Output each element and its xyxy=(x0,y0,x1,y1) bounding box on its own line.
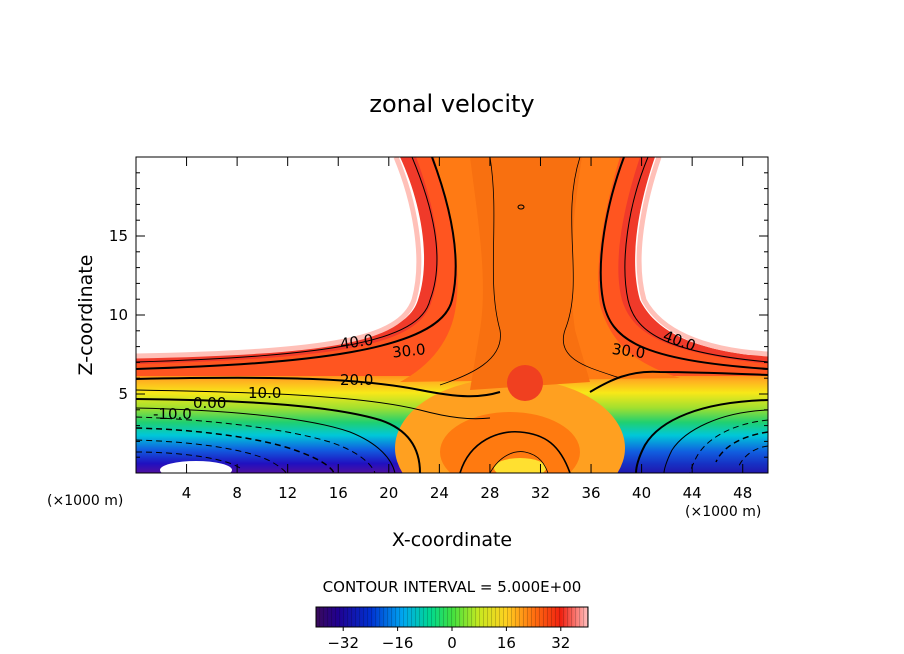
chart-title: zonal velocity xyxy=(369,90,534,118)
colorbar-ticks: −32 −16 0 16 32 xyxy=(327,627,570,652)
x-tick-label: 32 xyxy=(531,484,550,502)
x-unit-note-right: (×1000 m) xyxy=(685,504,761,520)
x-tick-label: 12 xyxy=(278,484,297,502)
x-unit-note-left: (×1000 m) xyxy=(47,493,123,509)
contour-label-40-left: 40.0 xyxy=(339,331,375,353)
contour-label-20: 20.0 xyxy=(340,371,373,389)
contour-label-30-left: 30.0 xyxy=(391,340,426,361)
colorbar-stripes xyxy=(316,607,588,627)
x-tick-label: 16 xyxy=(329,484,348,502)
x-axis-label: X-coordinate xyxy=(392,529,512,551)
left-minimum-blob xyxy=(160,461,232,473)
x-tick-label: 36 xyxy=(581,484,600,502)
colorbar-tick-label: 32 xyxy=(551,634,570,652)
x-axis-ticks: 4 8 12 16 20 24 28 32 36 40 44 48 xyxy=(182,157,752,502)
x-tick-label: 48 xyxy=(733,484,752,502)
colorbar-tick-label: −32 xyxy=(327,634,359,652)
x-tick-label: 40 xyxy=(632,484,651,502)
contour-field: 40.0 30.0 20.0 10.0 0.00 -10.0 40.0 30.0 xyxy=(136,157,768,473)
y-axis-ticks: 5 10 15 xyxy=(109,172,768,458)
colorbar-tick-label: 16 xyxy=(497,634,516,652)
jet-left-edge xyxy=(136,157,422,359)
jet-right-edge xyxy=(636,157,768,357)
x-tick-label: 44 xyxy=(683,484,702,502)
contour-lines xyxy=(136,157,768,473)
jet-hotspot xyxy=(507,365,543,401)
x-tick-label: 8 xyxy=(232,484,242,502)
contour-label-30-right: 30.0 xyxy=(611,340,647,362)
y-tick-label: 10 xyxy=(109,306,128,324)
center-core xyxy=(440,412,580,473)
x-tick-label: 20 xyxy=(379,484,398,502)
x-tick-label: 4 xyxy=(182,484,192,502)
center-bottom-yellow xyxy=(494,458,546,473)
y-tick-label: 15 xyxy=(109,227,128,245)
colorbar-tick-label: 0 xyxy=(447,634,457,652)
contour-labels: 40.0 30.0 20.0 10.0 0.00 -10.0 40.0 30.0 xyxy=(153,327,698,423)
contour-label-10: 10.0 xyxy=(248,384,281,402)
contour-label-0: 0.00 xyxy=(193,394,226,412)
y-tick-label: 5 xyxy=(118,385,128,403)
contour-label-neg10: -10.0 xyxy=(153,405,192,423)
y-axis-label: Z-coordinate xyxy=(75,255,97,376)
colorbar: −32 −16 0 16 32 xyxy=(315,606,589,652)
x-tick-label: 24 xyxy=(430,484,449,502)
colorbar-tick-label: −16 xyxy=(382,634,414,652)
contour-interval-text: CONTOUR INTERVAL = 5.000E+00 xyxy=(323,578,582,596)
x-tick-label: 28 xyxy=(480,484,499,502)
